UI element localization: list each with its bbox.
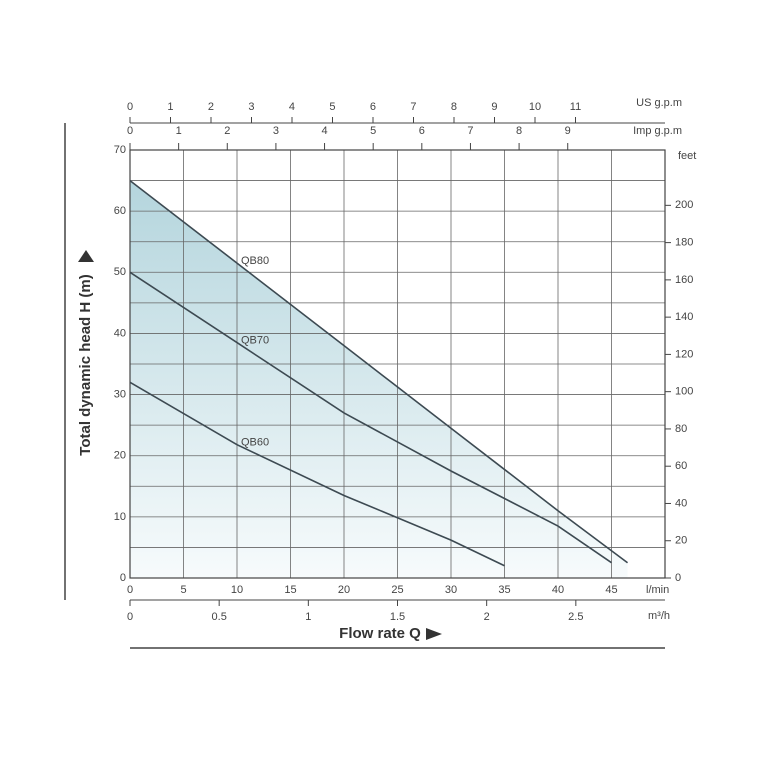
curve-label: QB60 [241, 437, 269, 449]
top-tick-label: 0 [127, 125, 133, 137]
y-tick-label: 40 [114, 327, 126, 339]
top-tick-label: 3 [248, 101, 254, 113]
x-axis-title: Flow rate Q [339, 625, 421, 642]
x-unit: l/min [646, 584, 669, 596]
x-tick-label: 25 [391, 584, 403, 596]
top-tick-label: 2 [224, 125, 230, 137]
x-tick-label: 10 [231, 584, 243, 596]
bottom-tick-label: 2.5 [568, 611, 583, 623]
y2-unit: feet [678, 150, 696, 162]
y-tick-label: 20 [114, 450, 126, 462]
curve [129, 179, 629, 564]
top-tick-label: 9 [565, 125, 571, 137]
top-tick-label: 7 [467, 125, 473, 137]
y-tick-label: 0 [120, 572, 126, 584]
top-tick-label: 0 [127, 101, 133, 113]
top-tick-label: 4 [321, 125, 327, 137]
y-arrow [78, 250, 94, 262]
y2-tick-label: 100 [675, 386, 693, 398]
y2-tick-label: 120 [675, 348, 693, 360]
x-arrow [426, 628, 442, 640]
curve-label: QB80 [241, 255, 269, 267]
top-tick-label: 8 [516, 125, 522, 137]
x-tick-label: 20 [338, 584, 350, 596]
top-tick-label: 1 [167, 101, 173, 113]
bottom-tick-label: 1 [305, 611, 311, 623]
bottom-tick-label: 1.5 [390, 611, 405, 623]
top-unit: US g.p.m [636, 97, 682, 109]
y2-tick-label: 20 [675, 535, 687, 547]
curve [129, 381, 505, 567]
y-tick-label: 70 [114, 144, 126, 156]
y-tick-label: 30 [114, 388, 126, 400]
x-tick-label: 15 [284, 584, 296, 596]
y2-tick-label: 60 [675, 460, 687, 472]
bottom-tick-label: 0 [127, 611, 133, 623]
y2-tick-label: 160 [675, 274, 693, 286]
y2-tick-label: 80 [675, 423, 687, 435]
y-tick-label: 10 [114, 511, 126, 523]
top-tick-label: 9 [491, 101, 497, 113]
x-tick-label: 0 [127, 584, 133, 596]
top-tick-label: 10 [529, 101, 541, 113]
x-tick-label: 35 [498, 584, 510, 596]
x-tick-label: 40 [552, 584, 564, 596]
top-tick-label: 6 [419, 125, 425, 137]
top-tick-label: 7 [410, 101, 416, 113]
top-tick-label: 3 [273, 125, 279, 137]
top-tick-label: 6 [370, 101, 376, 113]
y-tick-label: 50 [114, 266, 126, 278]
y-axis-title: Total dynamic head H (m) [77, 274, 94, 455]
y2-tick-label: 200 [675, 199, 693, 211]
bottom-tick-label: 0.5 [212, 611, 227, 623]
x-tick-label: 5 [180, 584, 186, 596]
y2-tick-label: 0 [675, 572, 681, 584]
top-tick-label: 4 [289, 101, 295, 113]
top-unit: Imp g.p.m [633, 125, 682, 137]
top-tick-label: 5 [329, 101, 335, 113]
area [130, 180, 628, 579]
top-tick-label: 11 [570, 101, 581, 113]
bottom-unit: m³/h [648, 610, 670, 622]
plot-frame [129, 149, 666, 579]
y2-tick-label: 180 [675, 237, 693, 249]
top-tick-label: 8 [451, 101, 457, 113]
bottom-tick-label: 2 [484, 611, 490, 623]
y2-tick-label: 140 [675, 311, 693, 323]
top-tick-label: 1 [176, 125, 182, 137]
curve-label: QB70 [241, 335, 269, 347]
curve [129, 271, 612, 564]
y-tick-label: 60 [114, 205, 126, 217]
x-tick-label: 30 [445, 584, 457, 596]
top-tick-label: 2 [208, 101, 214, 113]
y2-tick-label: 40 [675, 497, 687, 509]
top-tick-label: 5 [370, 125, 376, 137]
x-tick-label: 45 [605, 584, 617, 596]
